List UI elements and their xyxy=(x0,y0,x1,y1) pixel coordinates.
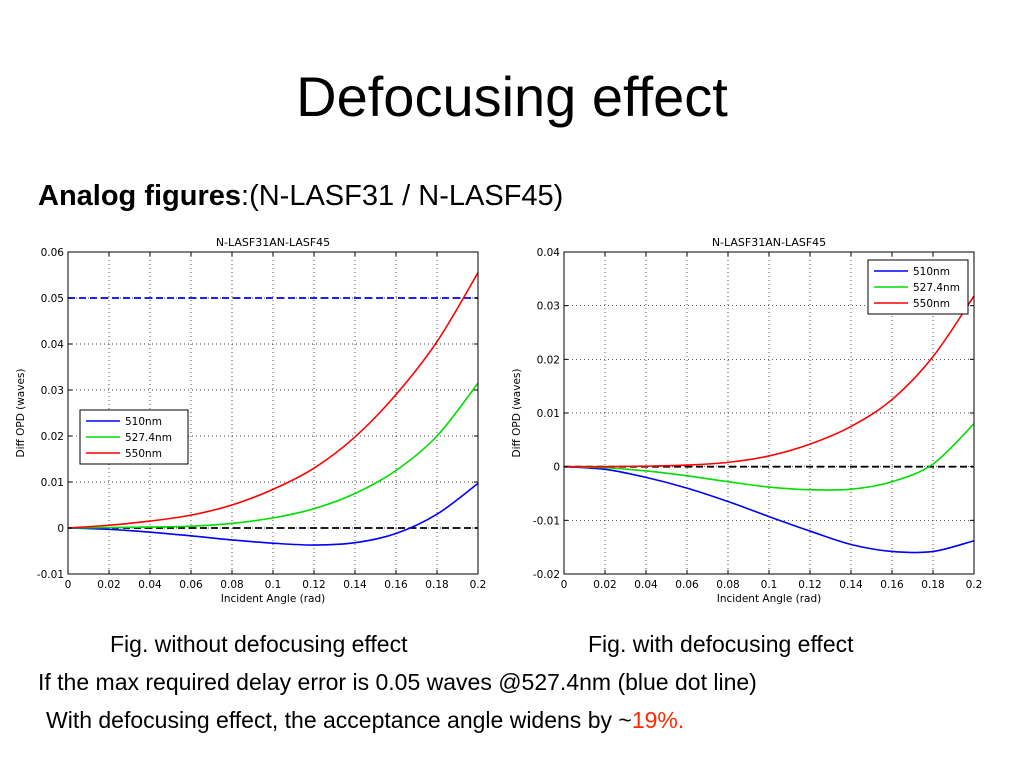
subtitle-rest: :(N-LASF31 / N-LASF45) xyxy=(241,180,564,212)
legend-label: 510nm xyxy=(913,266,950,278)
x-tick-label: 0.14 xyxy=(839,579,863,591)
x-tick-label: 0.12 xyxy=(302,579,325,591)
chart-without-defocusing: 0 0.02 0.04 0.06 0.08 0.1 0.12 0.14 0.16 0.18 0.2 -… xyxy=(10,228,500,613)
slide-title: Defocusing effect xyxy=(296,65,728,128)
x-tick-label: 0.06 xyxy=(675,579,699,591)
legend-label: 550nm xyxy=(125,448,162,460)
y-tick-label: -0.01 xyxy=(533,515,560,527)
note-line-1: If the max required delay error is 0.05 … xyxy=(38,669,757,695)
chart-title: N-LASF31AN-LASF45 xyxy=(216,236,330,249)
x-tick-label: 0.02 xyxy=(593,579,616,591)
note-line-2: With defocusing effect, the acceptance a… xyxy=(46,706,684,734)
caption-with-defocusing: Fig. with defocusing effect xyxy=(588,631,854,657)
subtitle: Analog figures:(N-LASF31 / N-LASF45) xyxy=(38,178,563,214)
series-line-527.4nm xyxy=(563,423,975,491)
x-axis-label: Incident Angle (rad) xyxy=(221,593,326,605)
y-axis-label: Diff OPD (waves) xyxy=(511,369,523,458)
series-line-527.4nm xyxy=(67,382,479,529)
x-tick-label: 0.08 xyxy=(220,579,243,591)
y-tick-label: -0.02 xyxy=(533,569,560,581)
y-tick-label: 0.03 xyxy=(41,385,64,397)
x-tick-label: 0.04 xyxy=(634,579,658,591)
x-tick-label: 0.16 xyxy=(384,579,408,591)
chart-with-defocusing: 0 0.02 0.04 0.06 0.08 0.1 0.12 0.14 0.16 0.18 0.2 -… xyxy=(506,228,996,613)
y-tick-label: 0.05 xyxy=(41,293,64,305)
note-line-2-highlight: 19%. xyxy=(631,707,685,733)
caption-without-defocusing: Fig. without defocusing effect xyxy=(110,631,408,657)
series-line-510nm xyxy=(563,465,975,554)
y-tick-label: 0.06 xyxy=(41,247,65,259)
chart-without-defocusing-svg: 0 0.02 0.04 0.06 0.08 0.1 0.12 0.14 0.16 0.18 0.2 -… xyxy=(15,236,487,605)
x-tick-label: 0.18 xyxy=(921,579,944,591)
legend-label: 527.4nm xyxy=(125,432,172,444)
x-tick-label: 0.08 xyxy=(716,579,739,591)
chart-with-defocusing-svg: 0 0.02 0.04 0.06 0.08 0.1 0.12 0.14 0.16 0.18 0.2 -… xyxy=(511,236,983,605)
subtitle-bold: Analog figures xyxy=(38,180,242,212)
x-tick-label: 0.1 xyxy=(761,579,778,591)
y-tick-label: 0.01 xyxy=(537,408,560,420)
y-tick-label: 0 xyxy=(553,462,560,474)
y-axis-label: Diff OPD (waves) xyxy=(15,369,27,458)
legend-label: 550nm xyxy=(913,298,950,310)
series-line-510nm xyxy=(67,482,479,546)
x-tick-label: 0 xyxy=(561,579,568,591)
x-tick-label: 0.2 xyxy=(966,579,983,591)
x-axis-label: Incident Angle (rad) xyxy=(717,593,822,605)
x-tick-label: 0.02 xyxy=(97,579,120,591)
x-tick-label: 0.2 xyxy=(470,579,487,591)
x-tick-label: 0.06 xyxy=(179,579,203,591)
series-line-550nm xyxy=(67,272,479,529)
x-tick-label: 0.14 xyxy=(343,579,367,591)
note-line-2-text: With defocusing effect, the acceptance a… xyxy=(46,707,632,733)
chart-title: N-LASF31AN-LASF45 xyxy=(712,236,826,249)
y-tick-label: 0.04 xyxy=(537,247,561,259)
x-tick-label: 0.16 xyxy=(880,579,904,591)
y-tick-label: 0.02 xyxy=(41,431,64,443)
legend-label: 510nm xyxy=(125,416,162,428)
x-tick-label: 0.18 xyxy=(425,579,448,591)
y-tick-label: 0.01 xyxy=(41,477,64,489)
series-line-550nm xyxy=(563,295,975,468)
x-tick-label: 0.1 xyxy=(265,579,282,591)
y-tick-label: 0.04 xyxy=(41,339,65,351)
x-tick-label: 0 xyxy=(65,579,72,591)
y-tick-label: 0.02 xyxy=(537,354,560,366)
x-tick-label: 0.12 xyxy=(798,579,821,591)
y-tick-label: 0 xyxy=(57,523,64,535)
y-tick-label: -0.01 xyxy=(37,569,64,581)
x-tick-label: 0.04 xyxy=(138,579,162,591)
legend-label: 527.4nm xyxy=(913,282,960,294)
y-tick-label: 0.03 xyxy=(537,301,560,313)
